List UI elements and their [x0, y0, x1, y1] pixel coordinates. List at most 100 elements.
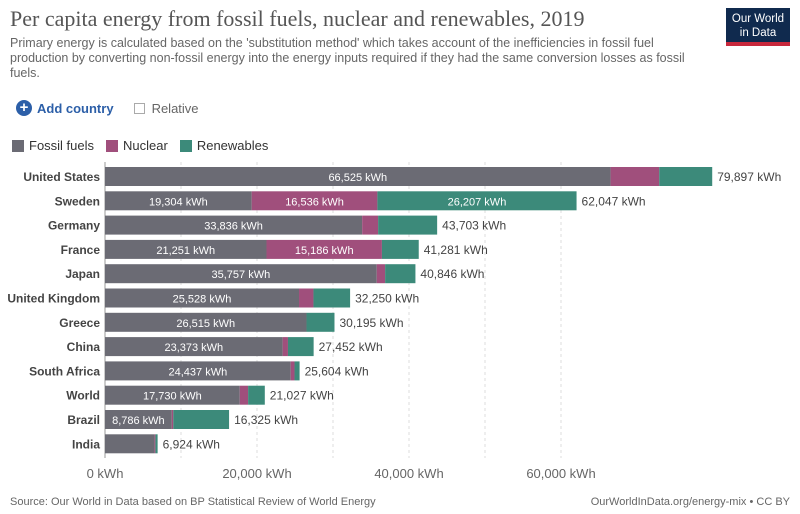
category-label: Sweden — [55, 194, 100, 208]
bar-segment-renewables[interactable] — [378, 215, 438, 235]
legend-label-renewables: Renewables — [196, 138, 269, 153]
segment-value-label: 8,786 kWh — [112, 415, 165, 427]
legend-swatch-fossil — [12, 139, 24, 152]
x-tick-label: 40,000 kWh — [374, 466, 443, 481]
legend-swatch-nuclear — [106, 139, 119, 152]
segment-value-label: 23,373 kWh — [164, 342, 223, 354]
bar-segment-nuclear[interactable] — [266, 239, 382, 259]
bar-segment-renewables[interactable] — [313, 288, 351, 308]
bar-segment-nuclear[interactable] — [362, 215, 379, 235]
legend-item-fossil[interactable]: Fossil fuels — [12, 138, 94, 153]
add-country-label: Add country — [37, 100, 114, 116]
bar-segment-renewables[interactable] — [173, 410, 230, 429]
segment-value-label: 26,207 kWh — [448, 196, 507, 208]
bar-segment-nuclear[interactable] — [239, 385, 249, 405]
category-label: United States — [23, 170, 100, 184]
bar-segment-renewables[interactable] — [155, 434, 158, 454]
bar-segment-nuclear[interactable] — [290, 361, 295, 381]
segment-value-label: 24,437 kWh — [169, 366, 228, 378]
total-value-label: 40,846 kWh — [420, 267, 484, 281]
total-value-label: 32,250 kWh — [355, 292, 419, 306]
bar-segment-renewables[interactable] — [287, 337, 314, 357]
chart-controls: + Add country Relative — [16, 100, 199, 116]
bar-segment-renewables[interactable] — [294, 361, 300, 381]
category-label: Greece — [59, 316, 100, 330]
segment-value-label: 35,757 kWh — [212, 269, 271, 281]
bar-segment-nuclear[interactable] — [282, 337, 288, 357]
bar-segment-fossil-fuels[interactable] — [105, 215, 363, 235]
category-label: United Kingdom — [7, 292, 100, 306]
plus-circle-icon: + — [16, 100, 32, 116]
add-country-button[interactable]: + Add country — [16, 100, 114, 116]
bar-segment-renewables[interactable] — [377, 191, 577, 211]
category-label: Germany — [48, 219, 100, 233]
bar-segment-fossil-fuels[interactable] — [105, 361, 291, 381]
segment-value-label: 16,536 kWh — [285, 196, 344, 208]
segment-value-label: 15,186 kWh — [295, 245, 354, 257]
bar-segment-renewables[interactable] — [659, 167, 713, 186]
x-tick-label: 60,000 kWh — [526, 466, 595, 481]
legend-label-nuclear: Nuclear — [123, 138, 168, 153]
x-tick-label: 20,000 kWh — [222, 466, 291, 481]
bar-segment-nuclear[interactable] — [299, 288, 314, 308]
x-tick-label: 0 kWh — [87, 466, 124, 481]
total-value-label: 62,047 kWh — [582, 194, 646, 208]
relative-toggle[interactable]: Relative — [133, 100, 199, 116]
segment-value-label: 25,528 kWh — [173, 294, 232, 306]
bar-segment-nuclear[interactable] — [171, 410, 174, 429]
bar-segment-fossil-fuels[interactable] — [105, 385, 240, 405]
total-value-label: 6,924 kWh — [163, 437, 220, 451]
total-value-label: 25,604 kWh — [305, 364, 369, 378]
bar-segment-nuclear[interactable] — [376, 264, 386, 284]
bar-segment-renewables[interactable] — [248, 385, 265, 405]
segment-value-label: 17,730 kWh — [143, 391, 202, 403]
bar-segment-fossil-fuels[interactable] — [105, 264, 377, 284]
legend-item-nuclear[interactable]: Nuclear — [106, 138, 168, 153]
bar-segment-fossil-fuels[interactable] — [105, 312, 307, 332]
total-value-label: 27,452 kWh — [319, 340, 383, 354]
license-link[interactable]: OurWorldInData.org/energy-mix • CC BY — [590, 496, 790, 508]
owid-logo[interactable]: Our World in Data — [726, 8, 790, 46]
bar-segment-fossil-fuels[interactable] — [105, 434, 155, 454]
total-value-label: 41,281 kWh — [424, 243, 488, 257]
category-label: Japan — [65, 267, 100, 281]
category-label: India — [72, 437, 100, 451]
total-value-label: 21,027 kWh — [270, 389, 334, 403]
bar-segment-renewables[interactable] — [381, 239, 419, 259]
bar-segment-fossil-fuels[interactable] — [105, 337, 283, 357]
bar-segment-fossil-fuels[interactable] — [105, 239, 267, 259]
category-label: South Africa — [29, 364, 100, 378]
relative-label: Relative — [151, 100, 199, 116]
category-label: World — [66, 389, 100, 403]
bar-segment-renewables[interactable] — [306, 312, 335, 332]
segment-value-label: 66,525 kWh — [328, 172, 387, 184]
chart-title: Per capita energy from fossil fuels, nuc… — [10, 6, 585, 31]
total-value-label: 16,325 kWh — [234, 413, 298, 427]
source-note: Source: Our World in Data based on BP St… — [10, 496, 376, 508]
bar-segment-nuclear[interactable] — [154, 434, 156, 454]
chart-legend: Fossil fuels Nuclear Renewables — [12, 138, 280, 153]
segment-value-label: 26,515 kWh — [176, 318, 235, 330]
segment-value-label: 33,836 kWh — [204, 221, 263, 233]
bar-segment-renewables[interactable] — [385, 264, 416, 284]
category-label: China — [67, 340, 101, 354]
bar-segment-fossil-fuels[interactable] — [105, 288, 300, 308]
bar-segment-fossil-fuels[interactable] — [105, 410, 172, 429]
category-label: Brazil — [67, 413, 100, 427]
legend-item-renewables[interactable]: Renewables — [179, 138, 269, 153]
bar-segment-fossil-fuels[interactable] — [105, 167, 611, 186]
bar-segment-fossil-fuels[interactable] — [105, 191, 252, 211]
category-label: France — [61, 243, 101, 257]
bar-segment-nuclear[interactable] — [610, 167, 660, 186]
logo-line-2: in Data — [739, 27, 777, 39]
legend-swatch-renewables — [179, 139, 192, 152]
total-value-label: 30,195 kWh — [339, 316, 403, 330]
total-value-label: 79,897 kWh — [717, 170, 781, 184]
bar-segment-nuclear[interactable] — [251, 191, 378, 211]
relative-checkbox[interactable] — [133, 102, 145, 114]
segment-value-label: 21,251 kWh — [156, 245, 215, 257]
logo-line-1: Our World — [731, 13, 785, 25]
chart-subtitle: Primary energy is calculated based on th… — [10, 36, 685, 80]
total-value-label: 43,703 kWh — [442, 219, 506, 233]
